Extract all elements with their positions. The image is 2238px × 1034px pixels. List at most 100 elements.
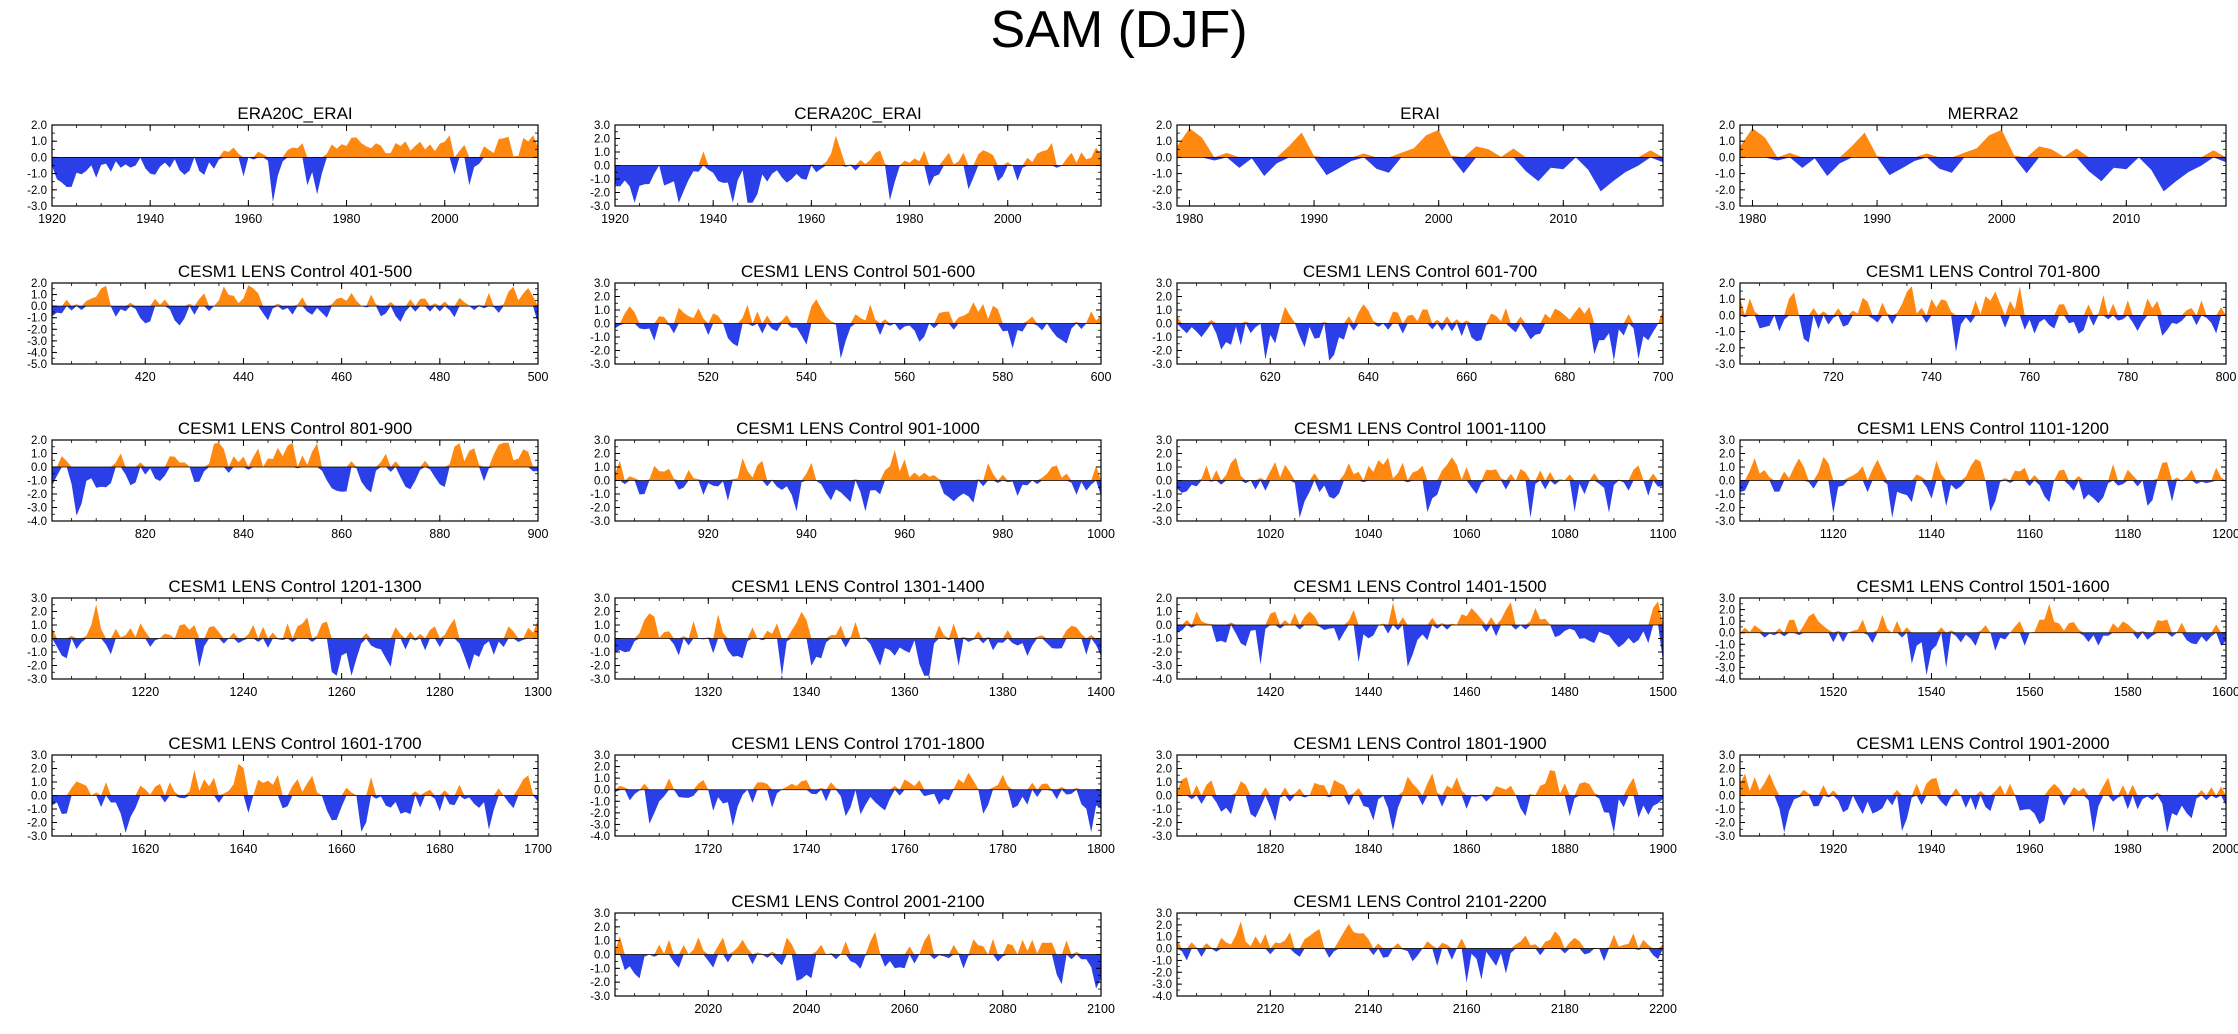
y-tick-label: 0.0 [1719, 152, 1735, 164]
negative-area [1177, 625, 1663, 667]
y-tick-label: -1.0 [1152, 332, 1172, 344]
positive-area [52, 442, 538, 467]
x-tick-label: 1160 [2016, 527, 2043, 541]
y-tick-label: 0.0 [31, 791, 47, 803]
negative-area [1177, 157, 1663, 192]
y-tick-label: 2.0 [1156, 120, 1172, 132]
panel-title: CESM1 LENS Control 401-500 [178, 262, 412, 281]
y-tick-label: -1.0 [590, 332, 610, 344]
panel-title: ERA20C_ERAI [237, 104, 352, 123]
panel-title: CESM1 LENS Control 901-1000 [736, 419, 980, 438]
panel-title: CERA20C_ERAI [794, 104, 922, 123]
y-tick-label: -3.0 [590, 819, 610, 831]
plot-frame [1739, 597, 2227, 680]
x-tick-label: 520 [698, 370, 719, 384]
y-tick-label: 2.0 [31, 607, 47, 619]
x-tick-label: 2120 [1256, 1002, 1284, 1016]
y-tick-label: -3.0 [27, 674, 47, 686]
y-tick-label: -3.0 [1152, 201, 1172, 213]
y-tick-label: 2.0 [31, 120, 47, 132]
y-tick-label: 2.0 [31, 764, 47, 776]
x-tick-label: 1500 [1649, 685, 1677, 699]
x-tick-label: 1800 [1087, 842, 1115, 856]
x-tick-label: 920 [698, 527, 719, 541]
x-tick-label: 1920 [601, 212, 629, 226]
x-tick-label: 460 [331, 370, 352, 384]
y-tick-label: 1.0 [594, 620, 610, 632]
y-tick-label: 2.0 [1156, 449, 1172, 461]
x-tick-label: 2000 [1425, 212, 1453, 226]
y-tick-label: 1.0 [1156, 462, 1172, 474]
y-tick-label: -4.0 [27, 516, 47, 528]
negative-area [615, 480, 1101, 512]
positive-area [1177, 128, 1663, 158]
positive-area [1740, 603, 2226, 633]
x-tick-label: 1540 [1918, 685, 1946, 699]
panel-3: ERAI 2.0 1.0 0.0 -1.0 -2.0 -3.0 1980 1990 2000 201… [1152, 104, 1664, 226]
y-tick-label: 1.0 [31, 777, 47, 789]
x-tick-label: 1980 [333, 212, 361, 226]
y-tick-label: 2.0 [31, 435, 47, 447]
y-tick-label: 1.0 [1156, 932, 1172, 944]
x-tick-label: 800 [2216, 370, 2237, 384]
x-tick-label: 1520 [1819, 685, 1847, 699]
x-tick-label: 1700 [524, 842, 552, 856]
panel-12: CESM1 LENS Control 1101-1200 3.0 2.01.0 0.0… [1715, 419, 2238, 541]
x-tick-label: 960 [894, 527, 915, 541]
y-tick-label: 3.0 [1156, 750, 1172, 762]
y-tick-label: 0.0 [594, 319, 610, 331]
y-tick-label: 3.0 [1156, 908, 1172, 920]
x-tick-label: 1960 [797, 212, 825, 226]
x-tick-label: 1990 [1863, 212, 1891, 226]
panel-6: CESM1 LENS Control 501-600 3.0 2.01.0 0.0-1… [590, 262, 1111, 384]
y-tick-label: -1.0 [27, 169, 47, 181]
x-tick-label: 1580 [2114, 685, 2142, 699]
panel-2: CERA20C_ERAI 3.0 2.01.0 0.0-1.0 -2.0-3.01920… [590, 104, 1102, 226]
positive-area [1740, 128, 2226, 158]
x-tick-label: 2060 [891, 1002, 919, 1016]
y-tick-label: -2.0 [1152, 647, 1172, 659]
y-tick-label: -2.0 [27, 661, 47, 673]
panel-10: CESM1 LENS Control 901-10003.02.01.00.0-… [590, 419, 1115, 541]
y-tick-label: 2.0 [594, 134, 610, 146]
panel-title: CESM1 LENS Control 1101-1200 [1857, 419, 2109, 438]
y-tick-label: -3.0 [1152, 359, 1172, 371]
positive-area [1177, 770, 1663, 796]
y-tick-label: -2.0 [1715, 651, 1735, 663]
panel-title: CESM1 LENS Control 701-800 [1866, 262, 2100, 281]
x-tick-label: 1980 [1739, 212, 1767, 226]
x-tick-label: 860 [331, 527, 352, 541]
x-tick-label: 900 [528, 527, 549, 541]
y-tick-label: -1.0 [1715, 327, 1735, 339]
y-tick-label: -2.0 [590, 346, 610, 358]
x-tick-label: 980 [992, 527, 1013, 541]
panel-title: CESM1 LENS Control 1501-1600 [1856, 577, 2109, 596]
y-tick-label: -2.0 [1715, 503, 1735, 515]
x-tick-label: 480 [429, 370, 450, 384]
y-tick-label: -2.0 [590, 661, 610, 673]
negative-area [52, 306, 538, 326]
negative-area [1177, 323, 1663, 361]
y-tick-label: 2.0 [1719, 764, 1735, 776]
y-tick-label: 0.0 [1156, 620, 1172, 632]
y-tick-label: -3.0 [27, 201, 47, 213]
y-tick-label: -3.0 [27, 336, 47, 348]
negative-area [615, 323, 1101, 359]
y-tick-label: -3.0 [27, 831, 47, 843]
positive-area [615, 611, 1101, 639]
x-tick-label: 420 [135, 370, 156, 384]
y-tick-label: 3.0 [594, 750, 610, 762]
y-tick-label: 1.0 [31, 136, 47, 148]
y-tick-label: 2.0 [1719, 120, 1735, 132]
y-tick-label: 2.0 [1719, 449, 1735, 461]
x-tick-label: 1080 [1551, 527, 1579, 541]
positive-area [1177, 601, 1663, 625]
y-tick-label: -2.0 [1152, 967, 1172, 979]
y-tick-label: 1.0 [1156, 777, 1172, 789]
positive-area [52, 135, 538, 158]
panel-title: CESM1 LENS Control 1401-1500 [1293, 577, 1546, 596]
x-tick-label: 620 [1260, 370, 1281, 384]
x-tick-label: 1040 [1355, 527, 1383, 541]
panel-title: CESM1 LENS Control 1701-1800 [731, 734, 984, 753]
